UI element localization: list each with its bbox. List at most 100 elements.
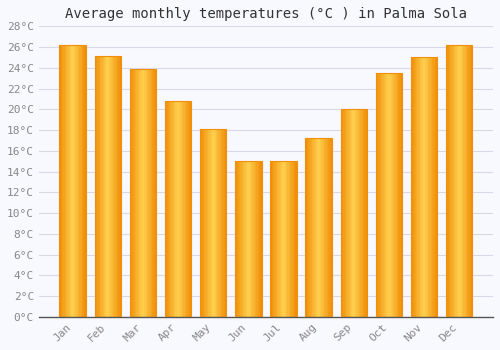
Bar <box>131 69 132 317</box>
Bar <box>224 129 225 317</box>
Bar <box>138 69 139 317</box>
Bar <box>422 57 423 317</box>
Bar <box>72 45 74 317</box>
Bar <box>459 45 460 317</box>
Bar <box>381 73 382 317</box>
Bar <box>60 45 86 317</box>
Bar <box>210 129 212 317</box>
Bar <box>182 101 184 317</box>
Bar <box>154 69 155 317</box>
Bar <box>462 45 463 317</box>
Bar <box>94 56 96 317</box>
Bar <box>464 45 466 317</box>
Bar <box>188 101 190 317</box>
Bar <box>363 109 364 317</box>
Bar <box>97 56 98 317</box>
Bar <box>282 161 284 317</box>
Bar <box>342 109 343 317</box>
Bar <box>144 69 146 317</box>
Bar <box>382 73 384 317</box>
Bar <box>270 161 296 317</box>
Bar <box>251 161 252 317</box>
Bar <box>340 109 342 317</box>
Bar <box>310 138 312 317</box>
Bar <box>308 138 310 317</box>
Bar <box>452 45 454 317</box>
Bar <box>82 45 83 317</box>
Bar <box>344 109 346 317</box>
Bar <box>246 161 247 317</box>
Bar <box>273 161 274 317</box>
Bar <box>360 109 362 317</box>
Bar <box>68 45 70 317</box>
Bar <box>147 69 148 317</box>
Bar <box>316 138 318 317</box>
Bar <box>326 138 328 317</box>
Bar <box>166 101 168 317</box>
Bar <box>401 73 402 317</box>
Bar <box>458 45 459 317</box>
Bar <box>208 129 210 317</box>
Bar <box>74 45 76 317</box>
Bar <box>135 69 136 317</box>
Bar <box>389 73 390 317</box>
Bar <box>83 45 84 317</box>
Bar <box>168 101 169 317</box>
Bar <box>270 161 272 317</box>
Bar <box>169 101 170 317</box>
Bar <box>101 56 102 317</box>
Bar <box>96 56 97 317</box>
Bar <box>446 45 472 317</box>
Bar <box>258 161 259 317</box>
Bar <box>206 129 208 317</box>
Bar <box>419 57 420 317</box>
Bar <box>62 45 64 317</box>
Bar <box>277 161 278 317</box>
Bar <box>306 138 307 317</box>
Bar <box>190 101 191 317</box>
Bar <box>109 56 110 317</box>
Bar <box>351 109 352 317</box>
Bar <box>170 101 172 317</box>
Bar <box>200 129 226 317</box>
Bar <box>110 56 112 317</box>
Bar <box>136 69 138 317</box>
Bar <box>281 161 282 317</box>
Bar <box>288 161 289 317</box>
Bar <box>470 45 471 317</box>
Bar <box>352 109 354 317</box>
Bar <box>346 109 347 317</box>
Bar <box>214 129 216 317</box>
Bar <box>328 138 329 317</box>
Bar <box>347 109 348 317</box>
Bar <box>178 101 180 317</box>
Bar <box>329 138 330 317</box>
Bar <box>152 69 154 317</box>
Bar <box>384 73 385 317</box>
Bar <box>236 161 238 317</box>
Bar <box>456 45 458 317</box>
Bar <box>221 129 222 317</box>
Bar <box>244 161 246 317</box>
Bar <box>414 57 415 317</box>
Bar <box>274 161 276 317</box>
Bar <box>396 73 397 317</box>
Bar <box>294 161 296 317</box>
Bar <box>359 109 360 317</box>
Bar <box>366 109 367 317</box>
Bar <box>120 56 121 317</box>
Bar <box>430 57 432 317</box>
Bar <box>466 45 467 317</box>
Bar <box>142 69 143 317</box>
Bar <box>242 161 243 317</box>
Bar <box>448 45 450 317</box>
Bar <box>388 73 389 317</box>
Bar <box>202 129 204 317</box>
Bar <box>70 45 71 317</box>
Bar <box>78 45 79 317</box>
Bar <box>377 73 378 317</box>
Bar <box>259 161 260 317</box>
Bar <box>108 56 109 317</box>
Bar <box>132 69 134 317</box>
Bar <box>212 129 213 317</box>
